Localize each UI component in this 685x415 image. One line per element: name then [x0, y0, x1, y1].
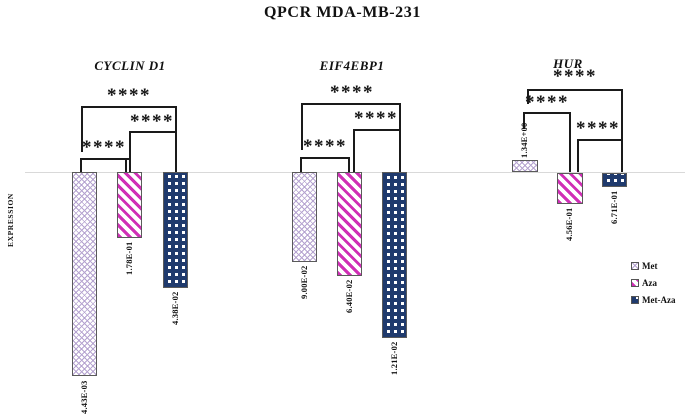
- legend-label-met-aza: Met-Aza: [642, 294, 676, 305]
- sig-bracket: [527, 89, 623, 91]
- group-title: CYCLIN D1: [94, 58, 166, 73]
- sig-asterisks-aza-vs-metaza: ****: [576, 118, 620, 139]
- sig-bracket: [175, 106, 177, 172]
- sig-asterisks-met-vs-aza: ****: [303, 136, 347, 157]
- sig-bracket: [81, 106, 83, 152]
- sig-bracket: [527, 89, 529, 104]
- bar-aza: [557, 173, 583, 204]
- legend-label-aza: Aza: [642, 277, 657, 288]
- legend-item-aza: Aza: [631, 274, 675, 291]
- legend-swatch-met: [631, 261, 639, 270]
- bar-value-label: 9.00E-02: [299, 265, 309, 299]
- y-axis-label: EXPRESSION: [6, 193, 15, 247]
- sig-bracket: [300, 157, 350, 159]
- bar-value-label: 1.34E+00: [519, 122, 529, 159]
- sig-bracket: [569, 112, 571, 172]
- figure-title: QPCR MDA-MB-231: [264, 4, 421, 21]
- bar-met: [72, 172, 97, 376]
- sig-bracket: [348, 157, 350, 172]
- sig-bracket: [353, 129, 355, 172]
- sig-asterisks-aza-vs-metaza: ****: [354, 108, 398, 129]
- sig-bracket: [80, 158, 82, 172]
- legend-item-met-aza: Met-Aza: [631, 291, 675, 308]
- sig-bracket: [129, 131, 177, 133]
- bar-value-label: 6.40E-02: [344, 279, 354, 313]
- legend-label-met: Met: [642, 260, 658, 271]
- bar-value-label: 4.43E-03: [79, 380, 89, 414]
- bar-value-label: 6.71E-01: [609, 190, 619, 224]
- sig-bracket: [577, 139, 621, 141]
- sig-bracket: [129, 131, 131, 172]
- sig-asterisks-met-vs-metaza: ****: [553, 66, 597, 87]
- sig-bracket: [577, 139, 579, 172]
- legend: Met Aza Met-Aza: [631, 257, 675, 308]
- sig-bracket: [81, 106, 177, 108]
- sig-asterisks-met-vs-aza: ****: [82, 137, 126, 158]
- legend-item-met: Met: [631, 257, 675, 274]
- legend-swatch-met-aza: [631, 295, 639, 304]
- bar-aza: [117, 172, 142, 238]
- group-title: HUR: [553, 56, 583, 71]
- bar-met: [292, 172, 317, 262]
- bar-met-aza: [163, 172, 188, 288]
- legend-swatch-aza: [631, 278, 639, 287]
- sig-bracket: [523, 112, 525, 129]
- bar-aza: [337, 172, 362, 276]
- sig-bracket: [301, 103, 303, 150]
- group-title: EIF4EBP1: [319, 58, 385, 73]
- sig-bracket: [399, 103, 401, 172]
- sig-bracket: [523, 112, 571, 114]
- bar-value-label: 1.78E-01: [124, 241, 134, 275]
- sig-asterisks-met-vs-metaza: ****: [330, 82, 374, 103]
- bar-met: [512, 160, 538, 172]
- sig-bracket: [301, 103, 401, 105]
- bar-value-label: 1.21E-02: [389, 341, 399, 375]
- bar-value-label: 4.38E-02: [170, 291, 180, 325]
- sig-asterisks-met-vs-metaza: ****: [107, 85, 151, 106]
- sig-bracket: [353, 129, 401, 131]
- sig-asterisks-aza-vs-metaza: ****: [130, 111, 174, 132]
- sig-bracket: [125, 158, 127, 172]
- sig-asterisks-met-vs-aza: ****: [525, 92, 569, 113]
- sig-bracket: [80, 158, 129, 160]
- sig-bracket: [300, 157, 302, 172]
- bar-met-aza: [602, 173, 627, 187]
- sig-bracket: [621, 89, 623, 172]
- bar-value-label: 4.56E-01: [564, 207, 574, 241]
- bar-met-aza: [382, 172, 407, 338]
